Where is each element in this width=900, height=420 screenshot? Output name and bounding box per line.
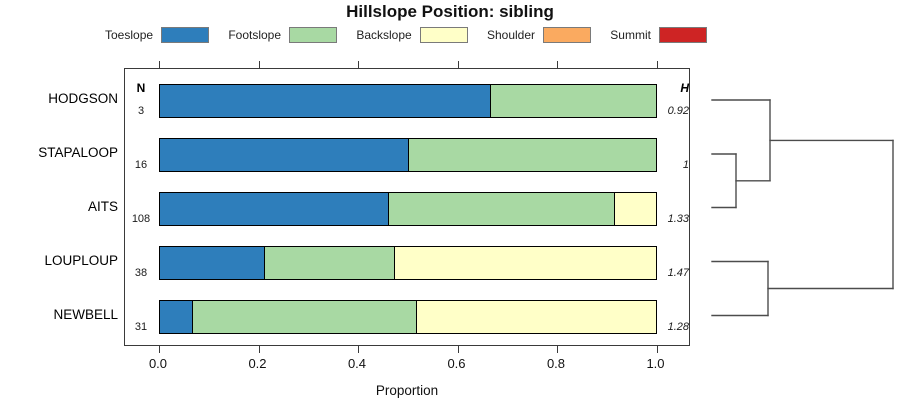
row-label-stapaloop: STAPALOOP xyxy=(38,145,118,160)
bar-segment-footslope xyxy=(408,139,656,171)
legend-swatch-backslope xyxy=(419,27,468,43)
n-count: 16 xyxy=(134,159,148,171)
legend: Toeslope Footslope Backslope Shoulder Summit xyxy=(105,26,707,44)
n-column-header: N xyxy=(136,81,146,95)
legend-item: Shoulder xyxy=(486,27,592,43)
h-value: 1.33 xyxy=(667,213,689,225)
legend-swatch-footslope xyxy=(289,27,338,43)
bar-segment-footslope xyxy=(489,85,656,117)
n-count: 38 xyxy=(134,267,148,279)
stacked-bar-hodgson xyxy=(159,84,657,118)
x-tick-bottom xyxy=(656,346,658,353)
x-tick-label: 0.8 xyxy=(546,356,566,371)
bar-segment-toeslope xyxy=(160,193,389,225)
x-tick-top xyxy=(457,61,459,68)
x-tick-label: 0.6 xyxy=(447,356,466,371)
bar-segment-footslope xyxy=(192,301,417,333)
legend-label: Shoulder xyxy=(486,28,536,42)
x-tick-bottom xyxy=(258,346,260,353)
x-tick-label: 0.2 xyxy=(248,356,267,371)
x-tick-bottom xyxy=(159,346,161,353)
bar-segment-footslope xyxy=(264,247,395,279)
stacked-bar-aits xyxy=(159,192,657,226)
x-tick-top xyxy=(159,61,161,68)
bar-segment-toeslope xyxy=(160,85,490,117)
row-label-louploup: LOUPLOUP xyxy=(44,253,118,268)
h-column-header: H xyxy=(680,81,689,95)
legend-swatch-shoulder xyxy=(543,27,592,43)
legend-item: Footslope xyxy=(228,27,338,43)
legend-label: Footslope xyxy=(228,28,282,42)
x-tick-label: 0.0 xyxy=(148,356,168,371)
x-tick-label: 0.4 xyxy=(347,356,367,371)
legend-swatch-toeslope xyxy=(161,27,210,43)
n-count: 31 xyxy=(134,321,148,333)
legend-item: Summit xyxy=(610,27,707,43)
legend-label: Backslope xyxy=(356,28,412,42)
x-tick-label: 1.0 xyxy=(646,356,665,371)
bar-segment-backslope xyxy=(613,193,656,225)
bar-segment-footslope xyxy=(388,193,614,225)
legend-label: Toeslope xyxy=(105,28,154,42)
bar-segment-toeslope xyxy=(160,139,408,171)
x-tick-bottom xyxy=(358,346,360,353)
row-label-hodgson: HODGSON xyxy=(48,91,118,106)
x-tick-top xyxy=(656,61,658,68)
row-label-aits: AITS xyxy=(87,199,118,214)
n-count: 108 xyxy=(131,213,151,225)
bar-segment-backslope xyxy=(394,247,656,279)
h-value: 0.92 xyxy=(667,105,689,117)
bar-segment-toeslope xyxy=(160,301,193,333)
x-tick-bottom xyxy=(457,346,459,353)
legend-item: Backslope xyxy=(356,27,468,43)
legend-item: Toeslope xyxy=(105,27,210,43)
bar-segment-toeslope xyxy=(160,247,265,279)
legend-label: Summit xyxy=(610,28,651,42)
x-tick-top xyxy=(557,61,559,68)
row-label-newbell: NEWBELL xyxy=(53,307,118,322)
x-tick-top xyxy=(258,61,260,68)
stacked-bar-stapaloop xyxy=(159,138,657,172)
chart-title: Hillslope Position: sibling xyxy=(346,2,554,21)
bar-segment-backslope xyxy=(416,301,656,333)
n-count: 3 xyxy=(137,105,145,117)
h-value: 1 xyxy=(682,159,689,171)
x-tick-bottom xyxy=(557,346,559,353)
dendrogram xyxy=(711,99,894,317)
h-value: 1.28 xyxy=(667,321,689,333)
legend-swatch-summit xyxy=(658,27,707,43)
x-axis-label: Proportion xyxy=(375,383,439,398)
plot-box: N H 3 0.92 16 1 108 1.33 38 1.47 31 1.28 xyxy=(124,61,690,353)
stacked-bar-newbell xyxy=(159,300,657,334)
x-tick-top xyxy=(358,61,360,68)
stacked-bar-louploup xyxy=(159,246,657,280)
h-value: 1.47 xyxy=(667,267,689,279)
